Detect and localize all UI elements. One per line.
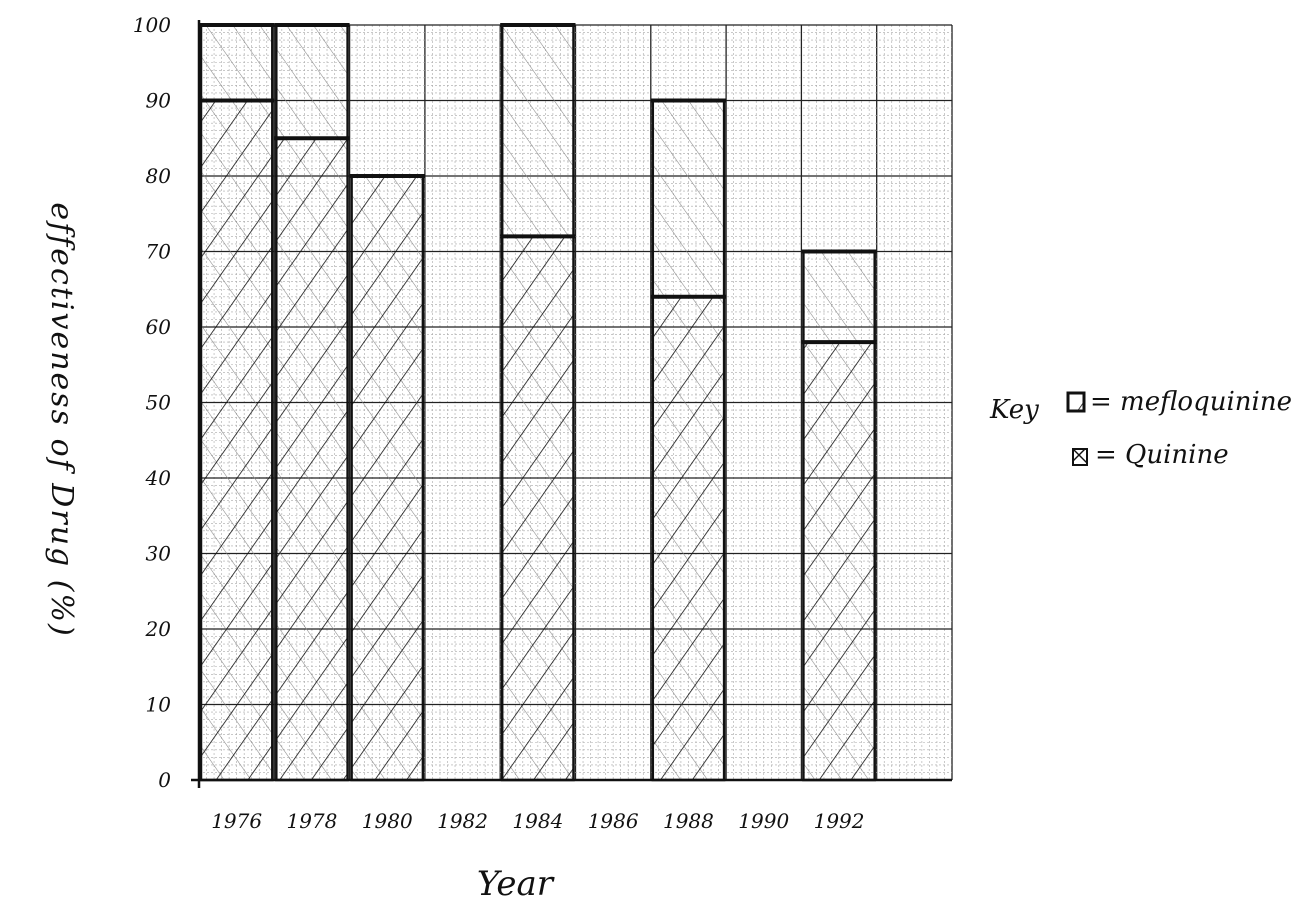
bar-mefloquinine-1976	[201, 100, 273, 780]
y-tick-label: 90	[146, 89, 172, 113]
y-tick-labels: 0 10 20 30 40 50 60 70 80 90 100	[133, 13, 171, 792]
legend-swatch-mefloquinine	[1066, 391, 1086, 413]
x-tick-label: 1984	[512, 809, 563, 833]
x-tick-label: 1986	[588, 809, 639, 833]
y-tick-label: 60	[146, 315, 172, 339]
x-tick-label: 1980	[362, 809, 413, 833]
bar-mefloquinine-1988	[652, 296, 725, 780]
bar-mefloquinine-1984	[502, 236, 574, 780]
legend-title: Key	[989, 395, 1039, 425]
x-tick-label: 1990	[738, 809, 789, 833]
legend-entry-mefloquinine: = mefloquinine	[1090, 387, 1292, 417]
x-tick-labels: 1976 1978 1980 1982 1984 1986 1988 1990 1992	[211, 809, 864, 833]
bar-mefloquinine-1978	[276, 138, 348, 780]
bar-mefloquinine-1992	[803, 342, 875, 780]
x-tick-label: 1988	[663, 809, 714, 833]
x-tick-label: 1992	[814, 809, 865, 833]
y-axis-label: effectiveness of Drug (%)	[44, 202, 79, 637]
x-tick-label: 1982	[437, 809, 488, 833]
y-tick-label: 70	[146, 240, 172, 264]
legend: Key = mefloquinine = Quinine	[989, 387, 1292, 470]
x-tick-label: 1976	[211, 809, 262, 833]
y-tick-label: 20	[145, 617, 172, 641]
y-tick-label: 10	[146, 693, 172, 717]
y-tick-label: 50	[146, 391, 172, 415]
legend-entry-quinine: = Quinine	[1095, 440, 1229, 470]
y-tick-label: 30	[146, 542, 172, 566]
bar-mefloquinine-1980	[351, 176, 423, 780]
y-tick-label: 0	[158, 768, 171, 792]
x-axis-label: Year	[477, 864, 555, 904]
legend-swatch-quinine	[1072, 448, 1088, 466]
bars	[199, 23, 877, 782]
x-tick-label: 1978	[286, 809, 337, 833]
y-tick-label: 100	[133, 13, 171, 37]
y-tick-label: 80	[146, 164, 172, 188]
y-tick-label: 40	[145, 466, 172, 490]
